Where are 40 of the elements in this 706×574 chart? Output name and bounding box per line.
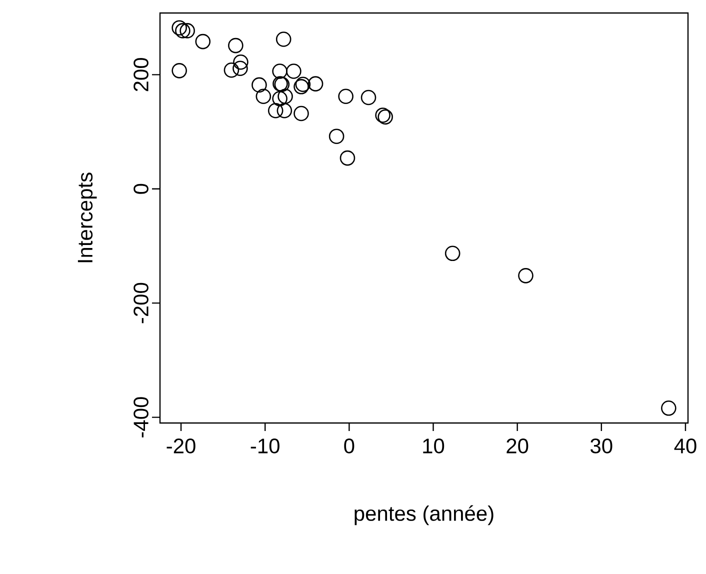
point [276,32,292,47]
point [338,88,354,104]
point [340,150,356,166]
x-tick-label: 30 [590,438,612,454]
point [175,23,190,38]
point [328,128,344,144]
point [252,77,267,93]
x-tick-label: -20 [166,438,196,454]
x-tick-label: 10 [423,438,444,454]
point [518,268,534,284]
point [268,103,284,118]
point [180,23,195,38]
point [661,400,676,416]
point [256,88,272,104]
point [444,246,460,262]
point [294,106,309,122]
point [233,54,248,70]
point [308,76,324,92]
point [272,64,288,79]
y-tick-label: -200 [134,282,148,324]
point [195,34,211,50]
point [232,60,248,76]
y-tick-label: -400 [134,397,148,438]
point [172,63,187,78]
y-tick-label: 0 [134,184,148,194]
point [272,91,288,106]
point [286,64,302,79]
x-tick-label: 20 [506,438,528,454]
x-tick-label: -10 [250,438,280,454]
y-axis-title: Intercepts [78,172,97,262]
point [224,62,240,78]
point [360,90,376,106]
point [172,20,187,36]
point [278,88,293,104]
x-axis-title: pentes (année) [354,505,494,526]
point [228,38,244,54]
y-tick-label: 200 [134,58,148,92]
point [276,103,292,118]
x-tick-label: 40 [674,438,696,454]
x-tick-label: 0 [344,438,354,454]
